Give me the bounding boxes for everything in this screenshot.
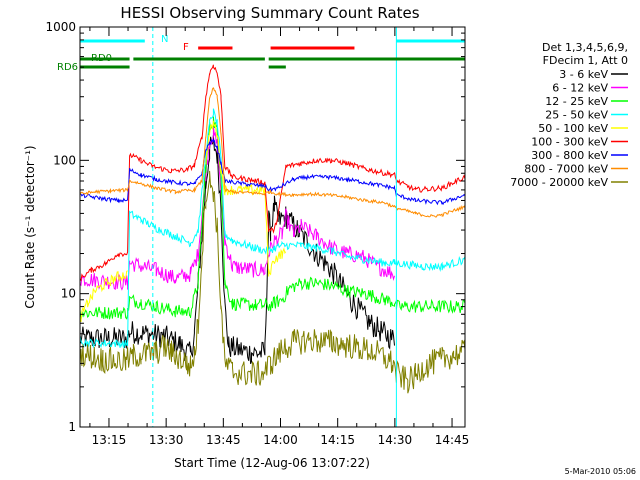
plot-area <box>80 27 465 427</box>
y-tick-label: 1000 <box>45 20 76 34</box>
series-line-0 <box>80 135 395 364</box>
series-line-7 <box>80 87 465 218</box>
series-line-8 <box>80 170 465 394</box>
series-line-5 <box>80 64 465 282</box>
legend-header-line-1: Det 1,3,4,5,6,9, <box>542 41 628 54</box>
y-tick-label: 1 <box>68 420 76 434</box>
chart-title: HESSI Observing Summary Count Rates <box>120 4 419 22</box>
footer-timestamp: 5-Mar-2010 05:06 <box>565 467 636 476</box>
y-tick-label: 100 <box>53 153 76 167</box>
legend-label-3: 25 - 50 keV <box>545 109 608 122</box>
flag-label-rd6: RD6 <box>57 62 78 73</box>
x-tick-label: 13:15 <box>92 433 127 447</box>
series-line-6 <box>80 138 465 206</box>
x-tick-label: 14:00 <box>263 433 298 447</box>
flag-label-rd0: RD0 <box>91 53 112 64</box>
y-axis-label: Count Rate (s⁻¹ detector⁻¹) <box>23 145 37 308</box>
series-line-3 <box>80 108 465 349</box>
flag-label-f: F <box>183 42 189 53</box>
legend-header-line-2: FDecim 1, Att 0 <box>543 54 628 67</box>
x-tick-label: 14:45 <box>435 433 470 447</box>
legend-label-4: 50 - 100 keV <box>538 122 608 135</box>
x-tick-label: 14:30 <box>378 433 413 447</box>
legend-label-7: 800 - 7000 keV <box>524 163 608 176</box>
series-line-4 <box>80 120 287 322</box>
axis-ticks: 1 10 100 1000 13:15 13:30 13:45 14:00 14:15 14:30… <box>45 20 469 447</box>
legend-label-8: 7000 - 20000 keV <box>510 176 608 189</box>
flag-label-n: N <box>161 34 168 45</box>
legend-label-5: 100 - 300 keV <box>531 136 608 149</box>
x-tick-label: 13:30 <box>149 433 184 447</box>
x-tick-label: 14:15 <box>320 433 355 447</box>
plot-frame <box>79 26 466 428</box>
y-tick-label: 10 <box>61 287 76 301</box>
x-axis-label: Start Time (12-Aug-06 13:07:22) <box>174 456 370 470</box>
legend-label-1: 6 - 12 keV <box>552 82 608 95</box>
legend-label-0: 3 - 6 keV <box>559 68 608 81</box>
legend-label-2: 12 - 25 keV <box>545 95 608 108</box>
x-tick-label: 13:45 <box>206 433 241 447</box>
legend-label-6: 300 - 800 keV <box>531 149 608 162</box>
